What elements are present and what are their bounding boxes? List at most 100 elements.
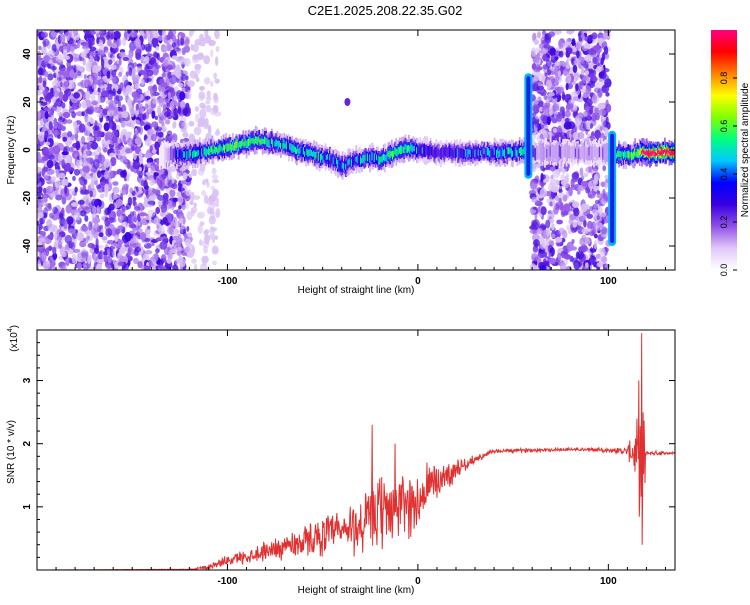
spectrogram-noise-cell [202,240,210,249]
spectrogram-noise-cell [193,126,202,136]
spectrogram-noise-cell [143,56,150,63]
spectrogram-noise-cell [135,103,139,111]
spectrogram-noise-cell [106,264,112,270]
spectrogram-noise-cell [42,187,47,194]
spectrogram-noise-cell [205,96,212,101]
spectrogram-noise-cell [566,30,574,35]
spectrogram-noise-cell [181,122,188,130]
spectrogram-noise-cell [92,205,97,215]
spectrogram-noise-cell [598,261,603,268]
spectrogram-noise-cell [600,256,608,263]
spectrogram-noise-cell [44,110,49,120]
spectrogram-noise-cell [210,81,214,88]
spectrogram-noise-cell [213,92,218,101]
spectrogram-noise-cell [151,253,159,263]
spectrogram-noise-cell [133,119,141,126]
spectrogram-noise-cell [41,155,49,162]
spectrogram-noise-cell [176,250,182,256]
spectrogram-noise-cell [155,237,163,242]
spectrogram-noise-cell [186,250,195,258]
spectrogram-noise-cell [580,245,589,252]
spectrogram-noise-cell [86,126,95,132]
spectrogram-noise-cell [182,107,189,116]
spectrogram-noise-cell [70,202,79,207]
spectrogram-noise-cell [575,115,579,121]
spectrogram-noise-cell [205,132,212,141]
spectrogram-noise-cell [178,257,186,268]
spectrogram-noise-cell [558,192,565,198]
spectrogram-noise-cell [40,31,49,39]
spectrogram-noise-cell [197,167,205,176]
spectrogram-noise-cell [106,239,114,245]
spectrogram-noise-cell [104,183,109,193]
spectrogram-noise-cell [68,39,77,47]
spectrogram-noise-cell [37,158,43,163]
spectrogram-noise-cell [605,116,609,125]
spectrogram-noise-cell [138,70,147,75]
spectrogram-noise-cell [549,218,555,224]
spectrogram-noise-cell [122,36,126,47]
spectrogram-noise-cell [204,35,212,44]
spectrogram-noise-cell [74,153,78,158]
spectrogram-noise-cell [565,172,570,183]
spectrogram-noise-cell [114,228,121,235]
spectrogram-noise-cell [209,226,215,235]
spectrogram-noise-cell [84,215,89,222]
spectrogram-noise-cell [96,32,100,38]
spectrogram-noise-cell [543,43,551,49]
spectrogram-noise-cell [600,181,606,188]
spectrogram-noise-cell [146,69,154,77]
spectrogram-noise-cell [140,56,146,63]
snr-x-tick-label: -100 [217,576,237,587]
spectrogram-noise-cell [117,107,124,113]
spectrogram-noise-cell [42,212,48,219]
spectrogram-noise-cell [212,104,219,114]
spectrogram-noise-cell [82,165,90,173]
spectrogram-noise-cell [53,90,60,98]
spectrogram-noise-cell [594,129,601,140]
spectrogram-noise-cell [168,30,177,36]
spectrogram-noise-cell [155,248,160,254]
spectrogram-noise-cell [103,254,108,263]
spectrogram-noise-cell [203,55,211,65]
spectrogram-noise-cell [97,94,101,105]
spectrogram-noise-cell [85,150,90,156]
spectrogram-noise-cell [86,136,95,142]
colorbar-tick-label: 0.2 [719,216,729,229]
spectrogram-noise-cell [83,30,89,34]
spectrogram-noise-cell [586,227,592,233]
spectrogram-noise-cell [602,51,606,62]
spectrogram-noise-cell [127,30,131,34]
spectrogram-noise-cell [94,30,100,33]
spectrogram-noise-cell [105,115,110,122]
snr-x-tick-label: 0 [415,576,421,587]
spectrogram-noise-cell [67,228,76,235]
spectrogram-noise-cell [197,123,204,128]
spectrogram-noise-cell [544,252,548,258]
spectrogram-noise-cell [584,36,592,42]
spectrogram-noise-cell [169,74,177,85]
spectrogram-noise-cell [177,197,183,202]
spectrogram-noise-cell [601,84,610,94]
spectrogram-noise-cell [201,190,207,197]
spectrogram-noise-cell [187,232,193,238]
spectrogram-noise-cell [604,263,611,269]
spectrogram-noise-cell [133,242,141,248]
spectrogram-noise-cell [591,76,599,82]
spectrogram-noise-cell [533,39,539,45]
spectrogram-noise-cell [71,253,77,264]
snr-x-label: Height of straight line (km) [298,585,415,596]
spectrogram-noise-cell [130,37,136,42]
spectrogram-noise-cell [149,157,153,162]
spectrogram-noise-cell [82,237,89,244]
spectrogram-noise-cell [593,173,599,184]
spectrogram-noise-cell [187,244,195,251]
spectrogram-noise-cell [108,120,117,130]
spectrogram-noise-cell [539,43,545,49]
spectrogram-noise-cell [602,74,610,82]
spectrogram-noise-cell [152,30,159,40]
spectrogram-noise-cell [96,65,102,72]
spectrogram-noise-cell [126,174,130,182]
spectrogram-noise-cell [113,30,122,39]
spectrogram-noise-cell [556,115,562,122]
